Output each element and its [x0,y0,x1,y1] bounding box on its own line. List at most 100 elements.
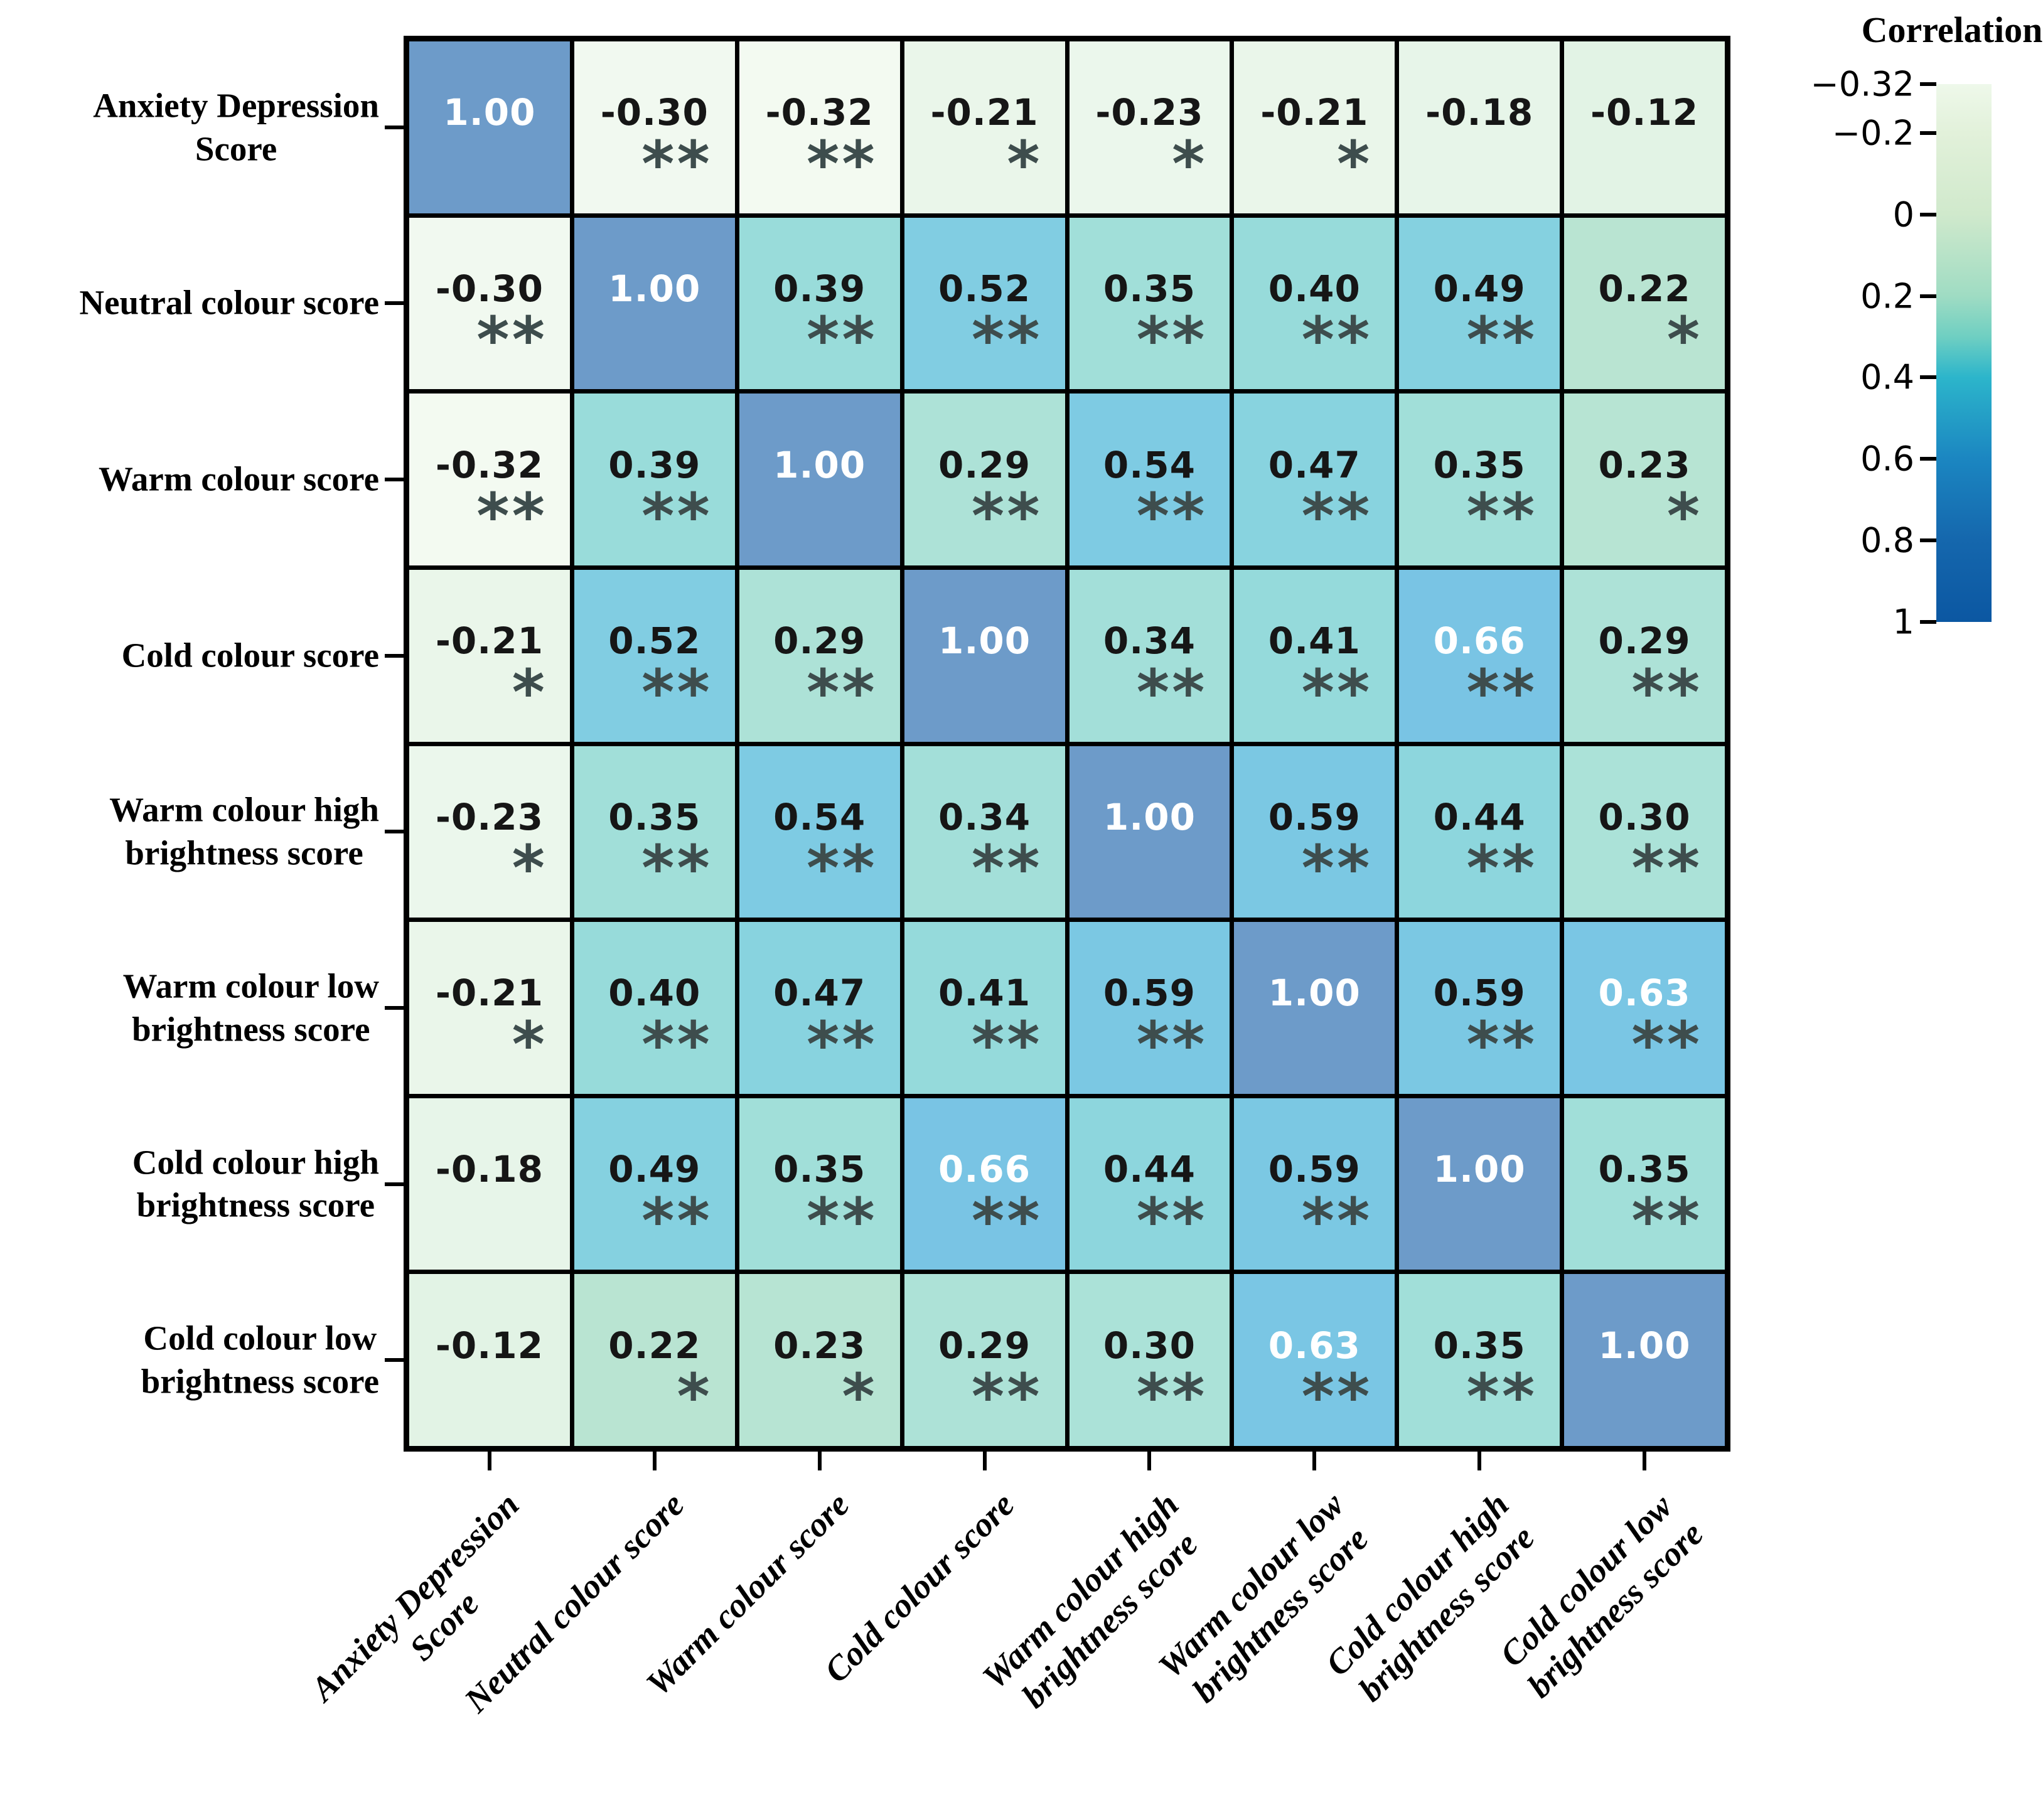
heatmap-cell: -0.21 * [409,569,570,742]
cell-significance-stars: ** [807,655,877,729]
cell-value: 0.40 [1268,267,1361,310]
cell-value: -0.32 [435,443,544,486]
cell-value: -0.30 [435,267,544,310]
heatmap-cell: 0.54 ** [739,746,900,918]
cell-significance-stars: * [512,832,547,906]
heatmap-cell: 0.39 ** [574,393,735,565]
cell-value: 0.34 [1103,619,1196,663]
cell-significance-stars: ** [971,832,1043,906]
cell-significance-stars: ** [476,479,547,554]
heatmap-cell: 0.35 ** [1399,1274,1560,1446]
row-label: Warm colour score [0,458,379,501]
colorbar-tick [1920,82,1936,86]
cell-value: -0.23 [1095,91,1204,134]
heatmap-cell: 0.41 ** [904,922,1065,1094]
row-label: Cold colour score [0,634,379,677]
heatmap-cell: 0.52 ** [904,217,1065,390]
cell-value: 0.47 [773,972,866,1015]
cell-value: 0.66 [1433,619,1526,663]
heatmap-cell: 0.30 ** [1564,746,1725,918]
colorbar-title: Correlation [1861,9,2043,50]
cell-significance-stars: ** [1136,303,1208,377]
row-label-text: Cold colour high brightness score [132,1142,379,1224]
heatmap-grid: 1.00 -0.30 ** -0.32 ** -0.21 * -0.23 * -0.21 * -0.1… [404,36,1730,1452]
cell-value: -0.12 [1590,91,1699,134]
y-tick [385,1182,404,1186]
cell-value: -0.21 [1260,91,1369,134]
x-tick [487,1452,491,1470]
row-label-text: Cold colour low brightness score [141,1319,379,1401]
row-label-text: Cold colour score [121,636,379,675]
row-label-text: Anxiety Depression Score [93,86,379,168]
cell-value: 1.00 [938,619,1031,663]
cell-value: 0.59 [1268,1148,1361,1191]
cell-value: -0.12 [435,1324,544,1367]
heatmap-cell: -0.32 ** [409,393,570,565]
cell-value: 0.63 [1268,1324,1361,1367]
cell-significance-stars: ** [1466,1360,1538,1434]
cell-value: 0.41 [938,972,1031,1015]
row-label: Cold colour low brightness score [0,1317,379,1403]
heatmap-cell: 0.34 ** [904,746,1065,918]
cell-significance-stars: ** [641,1007,712,1081]
cell-value: 0.66 [938,1148,1031,1191]
heatmap-cell: 1.00 [409,41,570,213]
cell-significance-stars: * [512,1007,547,1081]
cell-value: 1.00 [1598,1324,1691,1367]
cell-significance-stars: ** [971,1360,1043,1434]
x-tick [1312,1452,1317,1470]
cell-value: -0.30 [600,91,709,134]
cell-significance-stars: * [1007,127,1043,201]
heatmap-cell: 0.29 ** [1564,569,1725,742]
cell-significance-stars: ** [971,479,1043,554]
cell-value: 0.29 [938,443,1031,486]
cell-value: 0.54 [1103,443,1196,486]
colorbar-tick-label: 0 [1892,195,1914,235]
heatmap-cell: 0.63 ** [1234,1274,1395,1446]
row-label: Warm colour low brightness score [0,965,379,1051]
heatmap-cell: 0.23 * [739,1274,900,1446]
cell-value: 0.47 [1268,443,1361,486]
cell-significance-stars: ** [1136,1184,1208,1258]
cell-value: -0.18 [435,1148,544,1191]
heatmap-cell: 0.47 ** [739,922,900,1094]
col-label: Cold colour low brightness score [1490,1484,1712,1706]
cell-value: 1.00 [608,267,701,310]
cell-value: 0.44 [1433,795,1526,838]
cell-significance-stars: ** [1136,1360,1208,1434]
heatmap-cell: 0.66 ** [904,1098,1065,1270]
row-label-text: Warm colour low brightness score [122,966,379,1048]
heatmap-cell: 0.35 ** [574,746,735,918]
cell-value: 0.35 [1598,1148,1691,1191]
cell-value: 0.44 [1103,1148,1196,1191]
heatmap-cell: 0.35 ** [1399,393,1560,565]
row-label-text: Warm colour high brightness score [109,790,379,872]
colorbar-tick [1920,294,1936,298]
colorbar-tick [1920,375,1936,380]
heatmap-cell: 0.35 ** [1564,1098,1725,1270]
cell-significance-stars: * [1666,303,1702,377]
cell-significance-stars: ** [1466,832,1538,906]
cell-significance-stars: ** [1301,655,1373,729]
cell-significance-stars: ** [1301,832,1373,906]
cell-significance-stars: * [677,1360,712,1434]
cell-value: 1.00 [1433,1148,1526,1191]
heatmap-cell: 0.41 ** [1234,569,1395,742]
cell-significance-stars: * [1336,127,1373,201]
cell-value: 0.35 [1433,443,1526,486]
cell-value: 0.63 [1598,972,1691,1015]
cell-significance-stars: * [1666,479,1702,554]
heatmap-cell: -0.23 * [409,746,570,918]
cell-value: 1.00 [443,91,536,134]
cell-value: 0.35 [1433,1324,1526,1367]
col-label: Anxiety Depression Score [303,1484,557,1739]
cell-significance-stars: ** [1631,832,1702,906]
cell-significance-stars: ** [1631,1184,1702,1258]
cell-value: 0.29 [938,1324,1031,1367]
heatmap-cell: 1.00 [739,393,900,565]
cell-value: -0.23 [435,795,544,838]
col-label-text: Anxiety Depression Score [303,1485,527,1708]
cell-value: -0.21 [930,91,1039,134]
heatmap-cell: 0.29 ** [904,393,1065,565]
cell-value: 0.39 [608,443,701,486]
